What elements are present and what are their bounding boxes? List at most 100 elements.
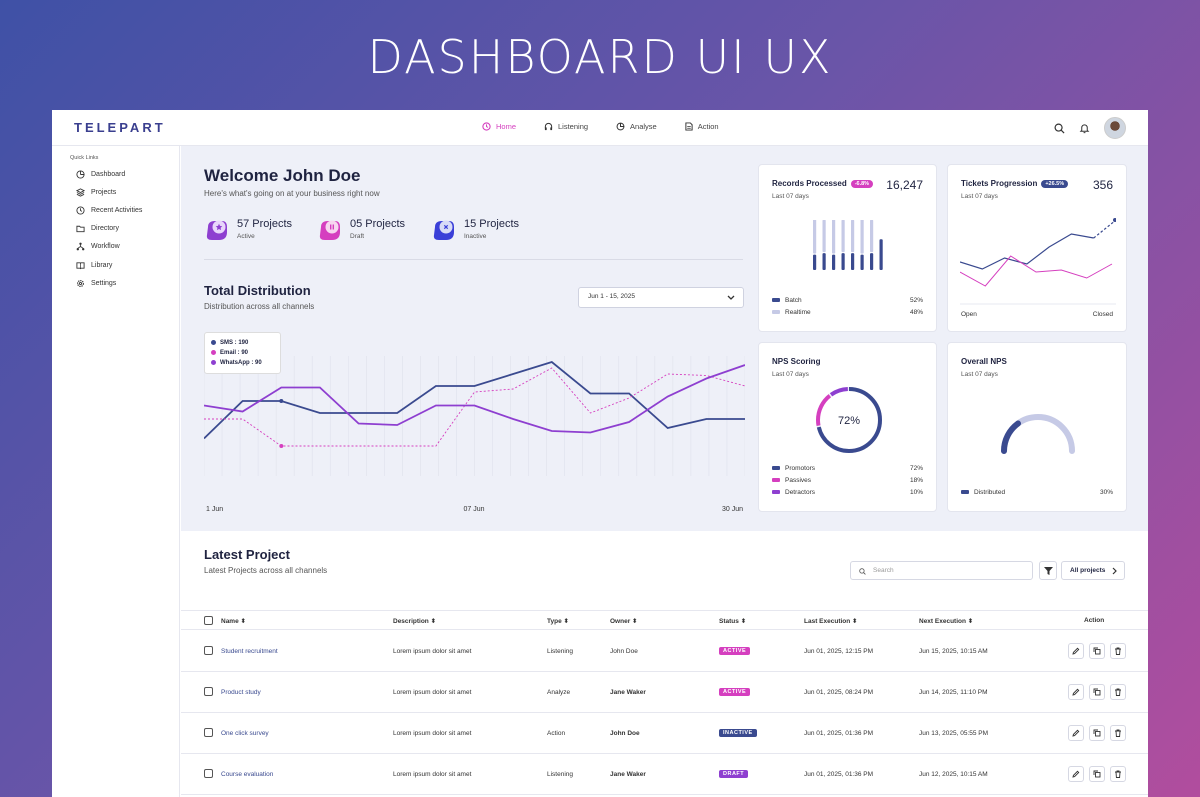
chevron-down-icon xyxy=(727,295,735,300)
distribution-chart: 1 Jun 07 Jun 30 Jun SMS : 190 Email : 90 W… xyxy=(203,326,746,516)
avatar[interactable] xyxy=(1104,117,1126,139)
legend-batch: Batch 52% xyxy=(772,297,923,304)
data-point xyxy=(279,399,284,403)
x-tick-label: 30 Jun xyxy=(722,506,743,513)
card-title: Tickets Progression +26.5% xyxy=(961,179,1069,188)
records-processed-card: Records Processed -6.8% 16,247 Last 07 da… xyxy=(758,164,937,332)
stat-value: 05 Projects xyxy=(350,218,406,230)
trash-icon xyxy=(1115,770,1121,778)
bar-realtime xyxy=(832,220,836,254)
top-icons xyxy=(1054,117,1126,139)
card-value: 356 xyxy=(1092,178,1113,192)
row-checkbox[interactable] xyxy=(204,687,213,696)
column-header: Action xyxy=(1084,617,1105,624)
bar-realtime xyxy=(870,220,874,253)
nav-home[interactable]: Home xyxy=(482,122,516,131)
legend-item: WhatsApp : 90 xyxy=(211,358,274,368)
project-name-link[interactable]: Product study xyxy=(221,689,261,696)
legend-realtime: Realtime 48% xyxy=(772,309,923,316)
project-name-link[interactable]: One click survey xyxy=(221,730,269,737)
select-all-checkbox[interactable] xyxy=(204,616,213,625)
project-owner: John Doe xyxy=(610,648,638,655)
project-name-link[interactable]: Course evaluation xyxy=(221,771,274,778)
card-title: NPS Scoring xyxy=(772,357,821,366)
column-header[interactable]: Next Execution ⬍ xyxy=(919,618,974,625)
last-execution: Jun 01, 2025, 08:24 PM xyxy=(804,689,874,696)
sidebar-item-label: Workflow xyxy=(91,243,120,250)
sidebar-item-projects[interactable]: Projects xyxy=(76,188,116,197)
sidebar-item-recent-activities[interactable]: Recent Activities xyxy=(76,206,142,215)
folder-icon xyxy=(76,225,85,233)
overall-nps-card: Overall NPS Last 07 days Distributed 30% xyxy=(947,342,1127,512)
date-range-select[interactable]: Jun 1 - 15, 2025 xyxy=(578,287,744,308)
nav-listening[interactable]: Listening xyxy=(544,122,588,131)
document-icon xyxy=(685,122,693,131)
all-projects-button[interactable]: All projects xyxy=(1061,561,1125,580)
edit-button[interactable] xyxy=(1068,725,1084,741)
table-row[interactable]: One click survey Lorem ipsum dolor sit am… xyxy=(181,713,1148,754)
divider xyxy=(204,259,743,260)
sidebar-item-dashboard[interactable]: Dashboard xyxy=(76,170,125,179)
card-subtitle: Last 07 days xyxy=(961,371,998,378)
bar-batch xyxy=(841,253,845,270)
chevron-right-icon xyxy=(1112,567,1117,575)
dashboard-app: TELEPART Home Listening Analyse Action xyxy=(52,110,1148,797)
copy-button[interactable] xyxy=(1089,725,1105,741)
series-line-whatsapp xyxy=(203,364,746,434)
row-checkbox[interactable] xyxy=(204,769,213,778)
delete-button[interactable] xyxy=(1110,725,1126,741)
column-header[interactable]: Last Execution ⬍ xyxy=(804,618,858,625)
row-checkbox[interactable] xyxy=(204,728,213,737)
row-checkbox[interactable] xyxy=(204,646,213,655)
copy-button[interactable] xyxy=(1089,643,1105,659)
edit-button[interactable] xyxy=(1068,643,1084,659)
stat-value: 15 Projects xyxy=(464,218,520,230)
clock-icon xyxy=(482,122,491,131)
donut-slice-promotors xyxy=(816,387,882,453)
app-logo[interactable]: TELEPART xyxy=(74,120,166,135)
edit-button[interactable] xyxy=(1068,766,1084,782)
delete-button[interactable] xyxy=(1110,684,1126,700)
stat-inactive: 15 Projects Inactive xyxy=(431,218,519,244)
sidebar-item-library[interactable]: Library xyxy=(76,261,112,270)
next-execution: Jun 14, 2025, 11:10 PM xyxy=(919,689,988,696)
column-header[interactable]: Name ⬍ xyxy=(221,618,246,625)
search-placeholder: Search xyxy=(873,567,894,574)
card-title: Records Processed -6.8% xyxy=(772,179,874,188)
table-row[interactable]: Course evaluation Lorem ipsum dolor sit a… xyxy=(181,754,1148,795)
nav-analyse[interactable]: Analyse xyxy=(616,122,657,131)
column-header[interactable]: Description ⬍ xyxy=(393,618,437,625)
delete-button[interactable] xyxy=(1110,766,1126,782)
search-icon[interactable] xyxy=(1054,123,1065,134)
column-header[interactable]: Status ⬍ xyxy=(719,618,747,625)
project-owner: Jane Waker xyxy=(610,689,646,696)
search-input[interactable]: Search xyxy=(850,561,1033,580)
filter-button[interactable] xyxy=(1039,561,1057,580)
stat-active: 57 Projects Active xyxy=(204,218,292,244)
projects-subtitle: Latest Projects across all channels xyxy=(204,566,328,575)
legend-item: SMS : 190 xyxy=(211,338,274,348)
copy-button[interactable] xyxy=(1089,766,1105,782)
project-name-link[interactable]: Student recruitment xyxy=(221,648,278,655)
date-range-value: Jun 1 - 15, 2025 xyxy=(588,293,635,300)
column-header[interactable]: Type ⬍ xyxy=(547,618,569,625)
sidebar-item-settings[interactable]: Settings xyxy=(76,279,116,288)
bell-icon[interactable] xyxy=(1079,123,1090,134)
series-line-2 xyxy=(960,255,1113,287)
bar-realtime xyxy=(851,220,855,253)
table-row[interactable]: Product study Lorem ipsum dolor sit amet A… xyxy=(181,672,1148,713)
sidebar-item-workflow[interactable]: Workflow xyxy=(76,242,120,251)
card-value: 16,247 xyxy=(886,178,923,192)
project-type: Listening xyxy=(547,648,574,655)
copy-button[interactable] xyxy=(1089,684,1105,700)
page-title: Welcome John Doe xyxy=(204,166,361,185)
edit-icon xyxy=(1072,647,1080,655)
delete-button[interactable] xyxy=(1110,643,1126,659)
table-row[interactable]: Student recruitment Lorem ipsum dolor sit… xyxy=(181,631,1148,672)
sidebar-item-directory[interactable]: Directory xyxy=(76,224,119,233)
edit-button[interactable] xyxy=(1068,684,1084,700)
axis-label-open: Open xyxy=(961,311,977,318)
column-header[interactable]: Owner ⬍ xyxy=(610,618,638,625)
series-line-email xyxy=(204,367,746,447)
nav-action[interactable]: Action xyxy=(685,122,719,131)
